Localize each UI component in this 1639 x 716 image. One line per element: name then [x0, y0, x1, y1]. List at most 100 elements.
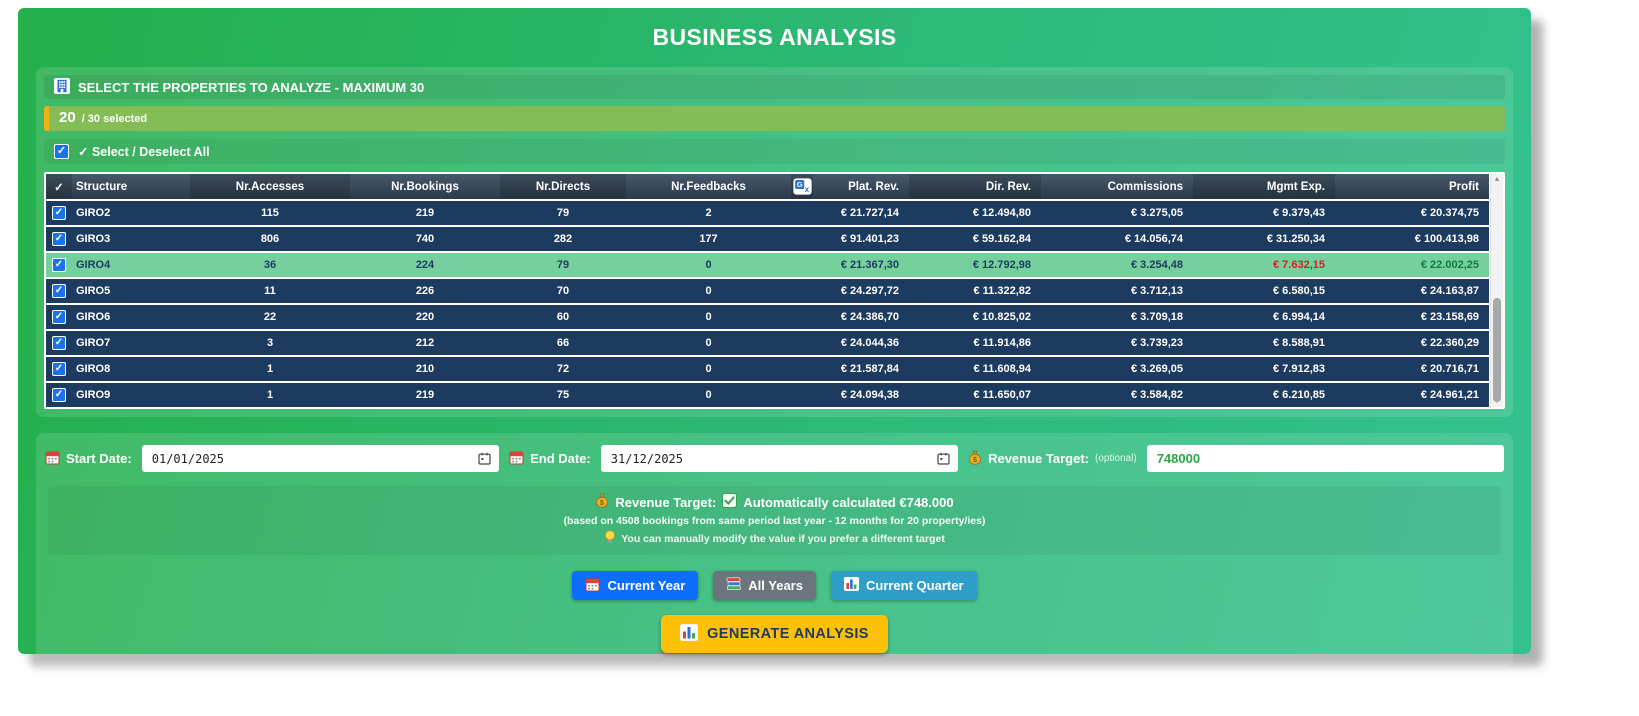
- selected-caption: / 30 selected: [81, 113, 148, 125]
- cell-structure: GIRO3: [76, 233, 111, 245]
- cell-structure: GIRO4: [76, 259, 111, 271]
- generate-analysis-button[interactable]: GENERATE ANALYSIS: [661, 615, 888, 653]
- table-row[interactable]: ✓ GIRO8 1 210 72 0 € 21.587,84 € 11.608,…: [46, 357, 1489, 381]
- col-plat-rev: Plat. Rev.: [848, 180, 899, 193]
- table-row[interactable]: ✓ GIRO6 22 220 60 0 € 24.386,70 € 10.825…: [46, 305, 1489, 329]
- table-row[interactable]: ✓ GIRO4 36 224 79 0 € 21.367,30 € 12.792…: [46, 253, 1489, 277]
- cell-structure: GIRO5: [76, 285, 111, 297]
- cell-commissions: € 14.056,74: [1124, 233, 1183, 245]
- current-year-label: Current Year: [607, 578, 686, 593]
- cell-commissions: € 3.254,48: [1131, 259, 1183, 271]
- svg-text:G: G: [796, 180, 802, 189]
- table-row[interactable]: ✓ GIRO7 3 212 66 0 € 24.044,36 € 11.914,…: [46, 331, 1489, 355]
- cell-commissions: € 3.709,18: [1131, 311, 1183, 323]
- cell-directs: 66: [556, 337, 570, 349]
- col-feedbacks: Nr.Feedbacks: [671, 180, 746, 193]
- cell-directs: 79: [556, 259, 570, 271]
- calendar-icon: [509, 450, 524, 468]
- row-checkbox[interactable]: ✓: [52, 310, 66, 324]
- svg-text:$: $: [973, 457, 977, 464]
- current-quarter-button[interactable]: Current Quarter: [830, 571, 977, 600]
- cell-bookings: 740: [415, 233, 435, 245]
- end-date-input[interactable]: [600, 445, 959, 472]
- cell-dir-rev: € 11.650,07: [973, 389, 1031, 401]
- current-quarter-label: Current Quarter: [865, 578, 964, 593]
- svg-text:$: $: [600, 500, 604, 507]
- table-scrollbar-thumb[interactable]: [1493, 297, 1501, 402]
- properties-section-title: SELECT THE PROPERTIES TO ANALYZE - MAXIM…: [78, 79, 425, 95]
- row-checkbox[interactable]: ✓: [52, 206, 66, 220]
- cell-plat-rev: € 24.044,36: [840, 337, 899, 349]
- cell-plat-rev: € 91.401,23: [840, 233, 899, 245]
- cell-dir-rev: € 11.914,86: [973, 337, 1031, 349]
- properties-table: ✓ Structure Nr.Accesses Nr.Bookings Nr.D…: [44, 172, 1505, 409]
- info-line-2: (based on 4508 bookings from same period…: [563, 515, 986, 527]
- col-directs: Nr.Directs: [500, 174, 626, 199]
- cell-accesses: 806: [260, 233, 280, 245]
- cell-mgmt-exp: € 6.210,85: [1273, 389, 1325, 401]
- cell-commissions: € 3.275,05: [1131, 207, 1183, 219]
- cell-plat-rev: € 21.367,30: [840, 259, 899, 271]
- end-date-input-wrap: [600, 445, 959, 472]
- row-checkbox[interactable]: ✓: [52, 388, 66, 402]
- cell-directs: 75: [556, 389, 570, 401]
- cell-feedbacks: 2: [705, 207, 712, 219]
- books-icon: [726, 577, 741, 594]
- cell-directs: 282: [553, 233, 573, 245]
- row-checkbox[interactable]: ✓: [52, 336, 66, 350]
- row-checkbox[interactable]: ✓: [52, 362, 66, 376]
- selected-count: 20: [59, 109, 76, 126]
- current-year-button[interactable]: Current Year: [572, 571, 699, 600]
- lightbulb-icon: [604, 530, 616, 547]
- revenue-target-input-wrap: [1146, 445, 1505, 472]
- info-line1-text: Automatically calculated €748.000: [743, 494, 954, 510]
- cell-mgmt-exp: € 8.588,91: [1273, 337, 1325, 349]
- filters-section: Start Date: End Date:: [36, 433, 1513, 667]
- cell-dir-rev: € 11.608,94: [973, 363, 1031, 375]
- all-years-button[interactable]: All Years: [713, 571, 816, 600]
- revenue-target-input[interactable]: [1146, 445, 1505, 472]
- start-date-input[interactable]: [141, 445, 500, 472]
- properties-section: SELECT THE PROPERTIES TO ANALYZE - MAXIM…: [36, 67, 1513, 417]
- cell-bookings: 220: [415, 311, 435, 323]
- end-date-label-group: End Date:: [509, 450, 591, 468]
- cell-directs: 72: [556, 363, 570, 375]
- cell-feedbacks: 0: [705, 337, 712, 349]
- cell-structure: GIRO6: [76, 311, 111, 323]
- table-row[interactable]: ✓ GIRO9 1 219 75 0 € 24.094,38 € 11.650,…: [46, 383, 1489, 407]
- quick-range-buttons: Current Year All Years Current Quarter: [45, 571, 1504, 600]
- bar-chart-icon: [679, 623, 699, 645]
- revenue-target-label-group: $ Revenue Target: (optional): [968, 450, 1137, 468]
- table-row[interactable]: ✓ GIRO3 806 740 282 177 € 91.401,23 € 59…: [46, 227, 1489, 251]
- table-row[interactable]: ✓ GIRO5 11 226 70 0 € 24.297,72 € 11.322…: [46, 279, 1489, 303]
- cell-accesses: 11: [264, 285, 276, 297]
- revenue-target-optional-note: (optional): [1094, 453, 1137, 464]
- cell-directs: 60: [556, 311, 570, 323]
- row-checkbox[interactable]: ✓: [52, 284, 66, 298]
- cell-profit: € 100.413,98: [1414, 233, 1479, 245]
- cell-structure: GIRO7: [76, 337, 111, 349]
- cell-dir-rev: € 10.825,02: [972, 311, 1031, 323]
- info-line-3: You can manually modify the value if you…: [54, 530, 1495, 547]
- scroll-up-icon[interactable]: ▲: [1493, 176, 1501, 183]
- select-all-label: ✓ Select / Deselect All: [78, 145, 210, 159]
- select-all-bar: ✓ ✓ Select / Deselect All: [44, 139, 1505, 164]
- cell-structure: GIRO2: [76, 207, 111, 219]
- start-date-label-group: Start Date:: [45, 450, 132, 468]
- info-line-1: $ Revenue Target: Automatically calculat…: [54, 493, 1495, 511]
- cell-profit: € 24.961,21: [1420, 389, 1479, 401]
- row-checkbox[interactable]: ✓: [52, 232, 66, 246]
- cell-profit: € 23.158,69: [1420, 311, 1479, 323]
- cell-accesses: 1: [266, 363, 274, 375]
- cell-feedbacks: 0: [705, 311, 712, 323]
- info-line3-text: You can manually modify the value if you…: [621, 532, 945, 545]
- table-row[interactable]: ✓ GIRO2 115 219 79 2 € 21.727,14 € 12.49…: [46, 201, 1489, 225]
- row-checkbox[interactable]: ✓: [52, 258, 66, 272]
- generate-row: GENERATE ANALYSIS: [45, 615, 1504, 653]
- cell-structure: GIRO9: [76, 389, 111, 401]
- select-all-checkbox[interactable]: ✓: [54, 144, 69, 159]
- cell-profit: € 24.163,87: [1420, 285, 1479, 297]
- cell-feedbacks: 0: [705, 259, 712, 271]
- cell-bookings: 226: [415, 285, 435, 297]
